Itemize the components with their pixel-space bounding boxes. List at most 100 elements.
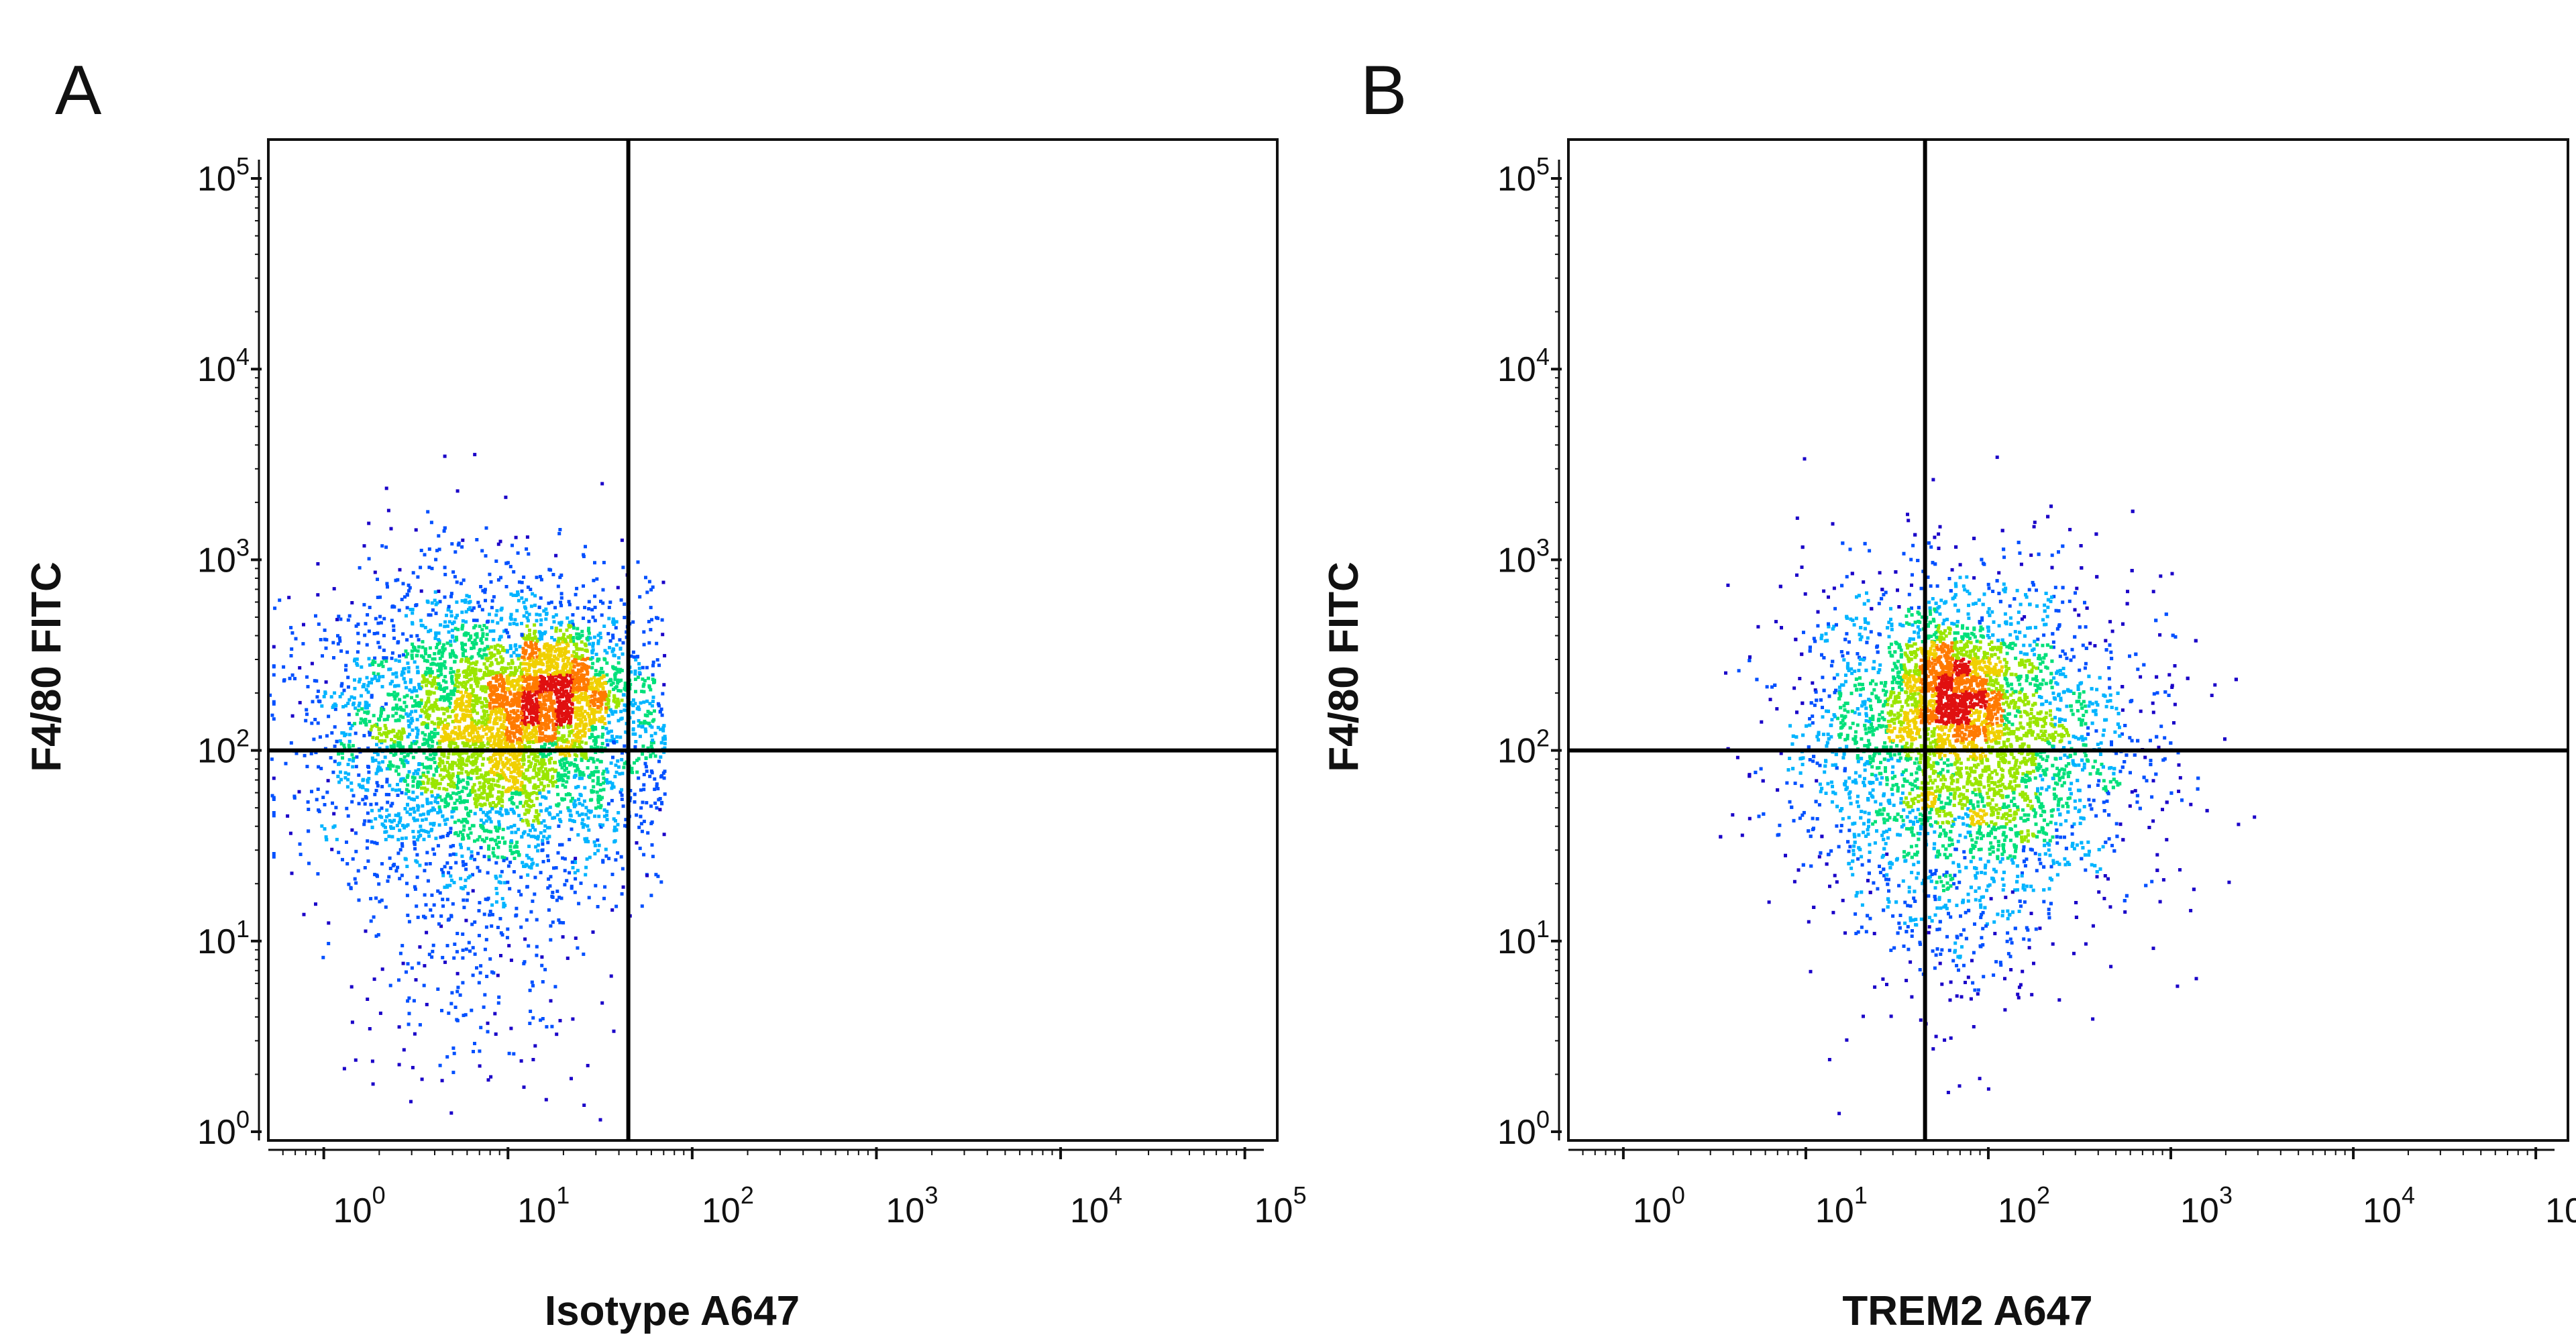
event-point <box>427 654 431 657</box>
event-point <box>392 629 396 632</box>
event-point <box>441 835 445 839</box>
event-point <box>486 781 490 785</box>
event-point <box>645 699 649 703</box>
event-point <box>582 755 586 759</box>
event-point <box>357 783 361 787</box>
event-point <box>581 696 585 700</box>
event-point <box>651 855 655 859</box>
event-point <box>414 528 418 532</box>
event-point <box>522 679 525 683</box>
event-point <box>369 802 373 806</box>
event-point <box>476 798 480 802</box>
event-point <box>593 697 597 701</box>
event-point <box>592 760 596 764</box>
event-point <box>582 952 586 956</box>
event-point <box>429 822 433 826</box>
event-point <box>445 861 449 865</box>
event-point <box>452 782 456 786</box>
event-point <box>439 695 443 699</box>
event-point <box>430 794 434 798</box>
event-point <box>511 679 515 683</box>
event-point <box>462 800 466 804</box>
event-point <box>580 776 584 780</box>
event-point <box>605 673 609 677</box>
event-point <box>555 682 559 686</box>
event-point <box>439 662 443 666</box>
event-point <box>358 785 362 789</box>
event-point <box>649 734 653 738</box>
event-point <box>646 710 650 713</box>
event-point <box>338 695 342 698</box>
event-point <box>650 704 654 708</box>
event-point <box>480 803 484 807</box>
event-point <box>565 879 569 883</box>
event-point <box>555 672 559 676</box>
event-point <box>532 660 536 664</box>
event-point <box>616 701 621 705</box>
event-point <box>521 785 525 789</box>
event-point <box>570 686 574 690</box>
event-point <box>569 639 573 643</box>
event-point <box>383 732 387 736</box>
event-point <box>415 653 419 657</box>
event-point <box>442 529 446 533</box>
event-point <box>282 679 286 683</box>
event-point <box>321 654 324 658</box>
event-point <box>614 819 617 822</box>
event-point <box>543 703 547 707</box>
event-point <box>544 754 548 758</box>
event-point <box>416 771 419 776</box>
event-point <box>527 612 531 617</box>
event-point <box>547 835 551 839</box>
event-point <box>480 628 484 632</box>
event-point <box>490 690 494 694</box>
event-point <box>533 763 537 767</box>
event-point <box>546 672 550 676</box>
event-point <box>432 903 436 907</box>
event-point <box>562 662 566 666</box>
event-point <box>413 843 417 847</box>
event-point <box>515 763 519 767</box>
event-point <box>490 619 494 623</box>
event-point <box>502 682 506 686</box>
event-point <box>592 635 596 639</box>
event-point <box>534 845 538 849</box>
event-point <box>525 672 529 676</box>
event-point <box>366 811 370 815</box>
event-point <box>579 709 583 713</box>
event-point <box>353 678 356 682</box>
event-point <box>621 771 625 776</box>
event-point <box>570 619 574 623</box>
event-point <box>466 892 470 896</box>
event-point <box>431 608 435 612</box>
event-point <box>457 818 461 822</box>
event-point <box>339 649 343 653</box>
event-point <box>364 704 368 708</box>
event-point <box>564 656 568 659</box>
event-point <box>541 842 545 846</box>
event-point <box>651 741 655 745</box>
event-point <box>506 751 511 755</box>
event-point <box>406 661 410 665</box>
event-point <box>594 765 598 769</box>
event-point <box>415 860 419 864</box>
event-point <box>374 802 378 806</box>
event-point <box>502 859 506 863</box>
event-point <box>388 784 392 788</box>
event-point <box>535 684 539 688</box>
event-point <box>555 664 559 668</box>
event-point <box>402 671 406 675</box>
event-point <box>605 818 609 822</box>
event-point <box>481 632 485 636</box>
event-point <box>517 679 521 683</box>
event-point <box>416 838 419 842</box>
event-point <box>598 680 601 684</box>
event-point <box>494 559 498 563</box>
event-point <box>632 720 635 724</box>
event-point <box>582 715 585 719</box>
event-point <box>475 619 479 623</box>
event-point <box>533 676 537 680</box>
event-point <box>573 799 577 803</box>
event-point <box>498 716 502 720</box>
event-point <box>560 843 564 847</box>
